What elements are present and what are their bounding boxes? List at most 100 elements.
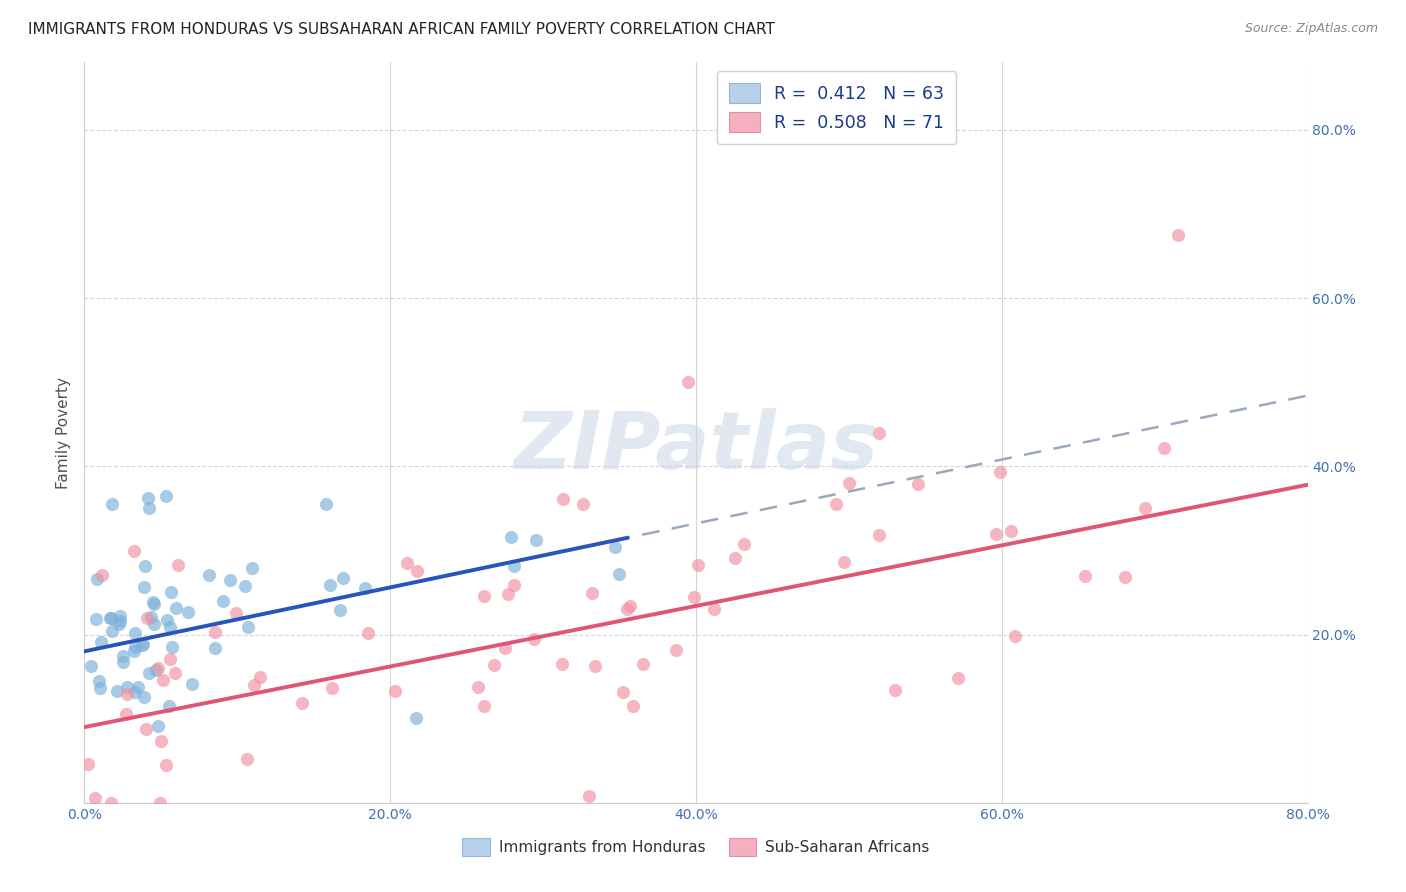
Point — [142, 616, 165, 631]
Point — [869, 425, 891, 440]
Point — [101, 624, 124, 639]
Point — [157, 699, 180, 714]
Point — [319, 578, 342, 592]
Point — [159, 651, 181, 665]
Point — [1000, 524, 1022, 539]
Legend: Immigrants from Honduras, Sub-Saharan Africans: Immigrants from Honduras, Sub-Saharan Af… — [456, 832, 936, 862]
Point — [583, 659, 606, 673]
Point — [291, 696, 314, 710]
Point — [155, 489, 177, 503]
Point — [177, 605, 200, 619]
Point — [139, 610, 162, 624]
Point — [204, 640, 226, 655]
Point — [405, 710, 427, 724]
Point — [665, 643, 688, 657]
Point — [551, 491, 574, 506]
Point — [218, 573, 240, 587]
Point — [149, 796, 172, 810]
Point — [86, 572, 108, 586]
Point — [181, 677, 204, 691]
Point — [166, 558, 188, 572]
Point — [581, 585, 603, 599]
Point — [472, 698, 495, 713]
Point — [134, 559, 156, 574]
Point — [89, 681, 111, 695]
Point — [156, 613, 179, 627]
Point — [135, 723, 157, 737]
Point — [124, 640, 146, 655]
Point — [988, 465, 1011, 479]
Point — [124, 543, 146, 558]
Point — [249, 670, 271, 684]
Y-axis label: Family Poverty: Family Poverty — [56, 376, 72, 489]
Point — [482, 657, 505, 672]
Point — [621, 699, 644, 714]
Point — [165, 601, 187, 615]
Point — [609, 567, 631, 582]
Point — [354, 581, 377, 595]
Point — [79, 659, 101, 673]
Point — [733, 537, 755, 551]
Point — [619, 599, 641, 614]
Point — [110, 614, 132, 628]
Point — [101, 497, 124, 511]
Point — [90, 568, 112, 582]
Point — [198, 568, 221, 582]
Point — [211, 594, 233, 608]
Point — [90, 635, 112, 649]
Point — [603, 540, 626, 554]
Point — [122, 644, 145, 658]
Point — [98, 611, 121, 625]
Point — [1114, 570, 1136, 584]
Text: Source: ZipAtlas.com: Source: ZipAtlas.com — [1244, 22, 1378, 36]
Point — [204, 625, 226, 640]
Point — [136, 491, 159, 505]
Point — [132, 637, 155, 651]
Point — [138, 501, 160, 516]
Point — [496, 586, 519, 600]
Point — [142, 597, 165, 611]
Point — [108, 609, 131, 624]
Point — [524, 533, 547, 547]
Point — [825, 497, 848, 511]
Point — [240, 561, 263, 575]
Text: IMMIGRANTS FROM HONDURAS VS SUBSAHARAN AFRICAN FAMILY POVERTY CORRELATION CHART: IMMIGRANTS FROM HONDURAS VS SUBSAHARAN A… — [28, 22, 775, 37]
Point — [633, 657, 655, 671]
Point — [83, 790, 105, 805]
Point — [160, 640, 183, 655]
Point — [838, 476, 860, 491]
Point — [243, 678, 266, 692]
Point — [1153, 441, 1175, 455]
Point — [501, 530, 523, 544]
Point — [114, 707, 136, 722]
Point — [703, 601, 725, 615]
Point — [115, 681, 138, 695]
Point — [115, 687, 138, 701]
Point — [146, 661, 169, 675]
Point — [138, 665, 160, 680]
Point — [578, 789, 600, 803]
Point — [132, 690, 155, 704]
Point — [616, 602, 638, 616]
Point — [396, 557, 419, 571]
Point — [834, 555, 856, 569]
Point — [159, 620, 181, 634]
Point — [149, 734, 172, 748]
Point — [678, 375, 700, 389]
Point — [467, 680, 489, 694]
Point — [472, 590, 495, 604]
Point — [502, 558, 524, 573]
Point — [946, 671, 969, 685]
Point — [163, 665, 186, 680]
Point — [984, 527, 1007, 541]
Point — [332, 570, 354, 584]
Point — [494, 641, 516, 656]
Point — [89, 673, 111, 688]
Point — [682, 591, 704, 605]
Point — [1133, 501, 1156, 516]
Point — [225, 606, 247, 620]
Point — [405, 564, 427, 578]
Point — [1167, 227, 1189, 242]
Point — [236, 752, 259, 766]
Point — [155, 758, 177, 772]
